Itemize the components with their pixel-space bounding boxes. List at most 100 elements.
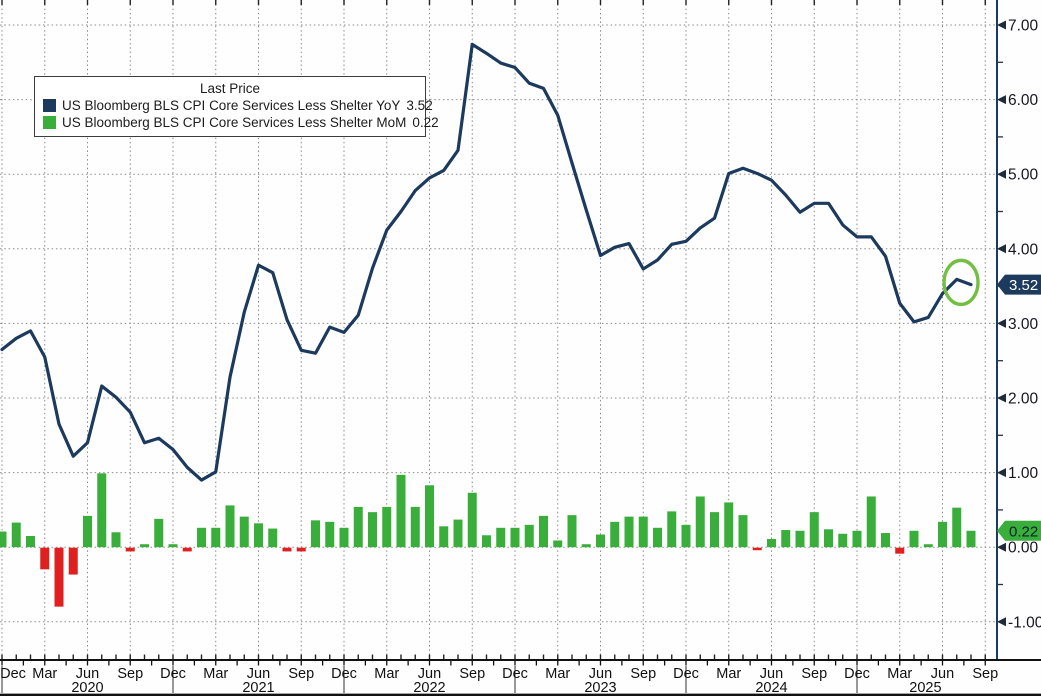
svg-text:-1.00: -1.00 [1008,614,1041,631]
mom-bar [382,506,392,548]
svg-text:1.00: 1.00 [1008,465,1039,482]
svg-text:Mar: Mar [203,666,228,682]
mom-bar [339,527,349,548]
svg-text:Dec: Dec [844,666,870,682]
mom-bar [125,547,135,552]
mom-bar [610,521,620,548]
chart-plot-area [0,0,996,659]
mom-bar [824,529,833,548]
svg-text:3.52: 3.52 [1009,277,1038,294]
mom-bar [895,547,905,554]
mom-bar [581,544,591,548]
mom-bar [11,522,21,548]
svg-text:0.22: 0.22 [1009,523,1038,540]
mom-bar [681,524,691,548]
svg-text:2022: 2022 [413,680,445,696]
mom-bar [852,530,862,548]
mom-bar [182,547,192,552]
mom-bar [197,527,206,548]
svg-text:2021: 2021 [242,680,274,696]
mom-bar [724,502,734,548]
mom-bar [667,511,677,548]
svg-text:Sep: Sep [630,666,656,682]
mom-bar [26,536,35,548]
mom-bar [425,485,434,548]
legend-item-mom: US Bloomberg BLS CPI Core Services Less … [43,114,439,131]
mom-bar [239,516,249,548]
highlight-circle-annotation [942,258,980,307]
svg-text:Dec: Dec [673,666,699,682]
svg-text:Sep: Sep [288,666,314,682]
mom-bar [752,547,762,551]
svg-text:7.00: 7.00 [1008,18,1039,35]
svg-text:2.00: 2.00 [1008,391,1039,408]
legend-item-yoy: US Bloomberg BLS CPI Core Services Less … [43,97,433,114]
svg-text:Dec: Dec [502,666,528,682]
svg-text:3.00: 3.00 [1008,316,1039,333]
year-labels: 2020 2021 2022 2023 2024 2025 [71,680,941,696]
mom-bar [767,538,776,548]
mom-bar [866,496,876,548]
mom-bar [0,531,7,548]
mom-bar [524,524,534,548]
x-axis-bottom: Dec Mar Jun Sep Dec Mar Jun Sep Dec Mar Jun Sep Dec M… [0,659,1041,696]
svg-text:0.00: 0.00 [1008,540,1039,557]
legend-value-mom: 0.22 [412,115,439,130]
mom-bar [353,506,363,548]
svg-text:Jun: Jun [76,666,99,682]
mom-bar [282,547,292,552]
mom-bar [795,530,805,548]
mom-bar [923,544,933,548]
mom-bar [496,527,506,548]
svg-text:Jun: Jun [760,666,783,682]
svg-text:Sep: Sep [117,666,143,682]
mom-bar [311,520,320,548]
legend: Last Price US Bloomberg BLS CPI Core Ser… [34,76,439,137]
svg-text:2025: 2025 [909,680,941,696]
mom-bar [695,496,705,548]
mom-bar [809,512,819,548]
svg-text:2020: 2020 [71,680,103,696]
mom-bar [211,527,221,548]
legend-value-yoy: 3.52 [406,98,433,113]
mom-bar [439,526,449,548]
plot-edge-ticks [1,0,986,659]
svg-text:Mar: Mar [545,666,570,682]
legend-label-mom: US Bloomberg BLS CPI Core Services Less … [62,115,407,130]
month-labels: Dec Mar Jun Sep Dec Mar Jun Sep Dec Mar Jun Sep Dec M… [0,666,998,682]
mom-bar [68,547,78,575]
mom-bar [325,521,335,548]
mom-bar [510,527,520,548]
mom-bar [83,515,92,548]
svg-text:Dec: Dec [331,666,357,682]
mom-bar [539,515,548,548]
mom-bar [168,544,178,548]
mom-bar [624,516,634,548]
svg-text:Dec: Dec [160,666,186,682]
mom-bar [938,521,947,548]
mom-bar [567,515,577,548]
legend-title: Last Price [199,81,261,96]
mom-bar [596,534,605,548]
svg-text:Sep: Sep [459,666,485,682]
svg-text:Mar: Mar [887,666,912,682]
svg-text:4.00: 4.00 [1008,241,1039,258]
svg-text:5.00: 5.00 [1008,167,1039,184]
svg-text:Mar: Mar [32,666,57,682]
svg-text:6.00: 6.00 [1008,92,1039,109]
legend-label-yoy: US Bloomberg BLS CPI Core Services Less … [62,98,401,113]
yoy-series-swatch-icon [43,99,56,112]
svg-text:Mar: Mar [374,666,399,682]
mom-bar [453,519,463,548]
mom-bar [467,492,477,548]
svg-text:Jun: Jun [247,666,270,682]
mom-bar [710,512,719,548]
mom-bar [40,547,50,570]
mom-bar [140,544,149,548]
last-price-badge-yoy: 3.52 [997,274,1041,295]
mom-bar [638,516,648,548]
mom-bar [738,515,748,548]
svg-text:2023: 2023 [584,680,616,696]
mom-bar [154,518,164,548]
mom-bar [97,473,107,548]
